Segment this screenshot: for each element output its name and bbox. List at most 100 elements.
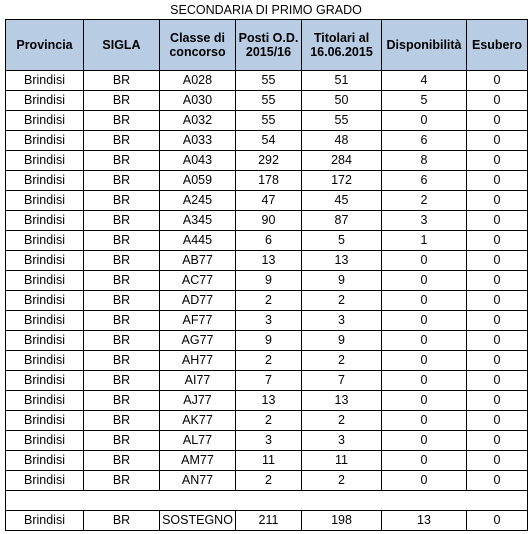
cell-provincia: Brindisi [5, 130, 84, 151]
cell-disponibilita: 1 [381, 230, 467, 251]
cell-provincia: Brindisi [5, 270, 84, 291]
cell-esubero: 0 [466, 430, 528, 451]
cell-sigla: BR [83, 510, 160, 531]
cell-provincia: Brindisi [5, 510, 84, 531]
cell-provincia: Brindisi [5, 430, 84, 451]
table-row: Brindisi BR AI77 7 7 0 0 [5, 370, 528, 391]
cell-titolari: 45 [301, 190, 382, 211]
cell-classe: A033 [159, 130, 236, 151]
cell-esubero: 0 [466, 390, 528, 411]
cell-esubero: 0 [466, 190, 528, 211]
cell-provincia: Brindisi [5, 410, 84, 431]
table-row: Brindisi BR AM77 11 11 0 0 [5, 450, 528, 471]
cell-titolari: 11 [301, 450, 382, 471]
header-classe: Classe di concorso [159, 19, 236, 71]
cell-classe: A345 [159, 210, 236, 231]
cell-esubero: 0 [466, 310, 528, 331]
cell-esubero: 0 [466, 250, 528, 271]
cell-classe: A043 [159, 150, 236, 171]
table-row: Brindisi BR AK77 2 2 0 0 [5, 410, 528, 431]
cell-posti: 6 [235, 230, 302, 251]
cell-disponibilita: 0 [381, 310, 467, 331]
cell-classe: AL77 [159, 430, 236, 451]
cell-disponibilita: 0 [381, 350, 467, 371]
header-provincia: Provincia [5, 19, 84, 71]
cell-posti: 178 [235, 170, 302, 191]
cell-esubero: 0 [466, 350, 528, 371]
table-row: Brindisi BR A043 292 284 8 0 [5, 150, 528, 171]
table-row: Brindisi BR A059 178 172 6 0 [5, 170, 528, 191]
cell-classe: AM77 [159, 450, 236, 471]
cell-posti: 2 [235, 410, 302, 431]
blank-cell [159, 490, 236, 511]
cell-esubero: 0 [466, 410, 528, 431]
cell-sigla: BR [83, 190, 160, 211]
cell-posti: 54 [235, 130, 302, 151]
cell-esubero: 0 [466, 150, 528, 171]
cell-esubero: 0 [466, 230, 528, 251]
cell-classe: AH77 [159, 350, 236, 371]
cell-titolari: 172 [301, 170, 382, 191]
cell-posti: 3 [235, 310, 302, 331]
cell-esubero: 0 [466, 370, 528, 391]
header-titolari: Titolari al 16.06.2015 [301, 19, 382, 71]
cell-titolari: 2 [301, 470, 382, 491]
cell-titolari: 9 [301, 270, 382, 291]
cell-provincia: Brindisi [5, 190, 84, 211]
cell-classe: AN77 [159, 470, 236, 491]
cell-disponibilita: 0 [381, 390, 467, 411]
cell-provincia: Brindisi [5, 290, 84, 311]
cell-classe: AB77 [159, 250, 236, 271]
cell-esubero: 0 [466, 210, 528, 231]
cell-disponibilita: 6 [381, 170, 467, 191]
cell-posti: 55 [235, 70, 302, 91]
cell-titolari: 13 [301, 390, 382, 411]
cell-titolari: 2 [301, 290, 382, 311]
cell-disponibilita: 13 [381, 510, 467, 531]
table-row: Brindisi BR A030 55 50 5 0 [5, 90, 528, 111]
cell-sigla: BR [83, 290, 160, 311]
cell-classe: AJ77 [159, 390, 236, 411]
cell-sigla: BR [83, 230, 160, 251]
cell-sigla: BR [83, 330, 160, 351]
cell-posti: 2 [235, 350, 302, 371]
table-row: Brindisi BR AD77 2 2 0 0 [5, 290, 528, 311]
cell-esubero: 0 [466, 110, 528, 131]
cell-sigla: BR [83, 270, 160, 291]
cell-posti: 2 [235, 290, 302, 311]
cell-classe: SOSTEGNO [159, 510, 236, 531]
cell-titolari: 3 [301, 430, 382, 451]
cell-disponibilita: 6 [381, 130, 467, 151]
table-row: Brindisi BR A028 55 51 4 0 [5, 70, 528, 91]
cell-titolari: 9 [301, 330, 382, 351]
cell-classe: A445 [159, 230, 236, 251]
cell-provincia: Brindisi [5, 330, 84, 351]
cell-provincia: Brindisi [5, 70, 84, 91]
cell-esubero: 0 [466, 70, 528, 91]
cell-classe: A059 [159, 170, 236, 191]
cell-sigla: BR [83, 170, 160, 191]
cell-classe: A245 [159, 190, 236, 211]
cell-posti: 13 [235, 250, 302, 271]
cell-titolari: 2 [301, 410, 382, 431]
cell-esubero: 0 [466, 170, 528, 191]
header-posti: Posti O.D. 2015/16 [235, 19, 302, 71]
header-sigla: SIGLA [83, 19, 160, 71]
cell-classe: AI77 [159, 370, 236, 391]
cell-esubero: 0 [466, 290, 528, 311]
cell-disponibilita: 0 [381, 470, 467, 491]
blank-cell [5, 490, 84, 511]
cell-posti: 47 [235, 190, 302, 211]
header-esubero: Esubero [466, 19, 528, 71]
cell-disponibilita: 0 [381, 330, 467, 351]
cell-posti: 13 [235, 390, 302, 411]
cell-disponibilita: 4 [381, 70, 467, 91]
cell-disponibilita: 5 [381, 90, 467, 111]
table-row: Brindisi BR AG77 9 9 0 0 [5, 330, 528, 351]
cell-esubero: 0 [466, 510, 528, 531]
table-row: Brindisi BR AH77 2 2 0 0 [5, 350, 528, 371]
blank-cell [301, 490, 382, 511]
cell-titolari: 55 [301, 110, 382, 131]
cell-titolari: 198 [301, 510, 382, 531]
cell-sigla: BR [83, 410, 160, 431]
